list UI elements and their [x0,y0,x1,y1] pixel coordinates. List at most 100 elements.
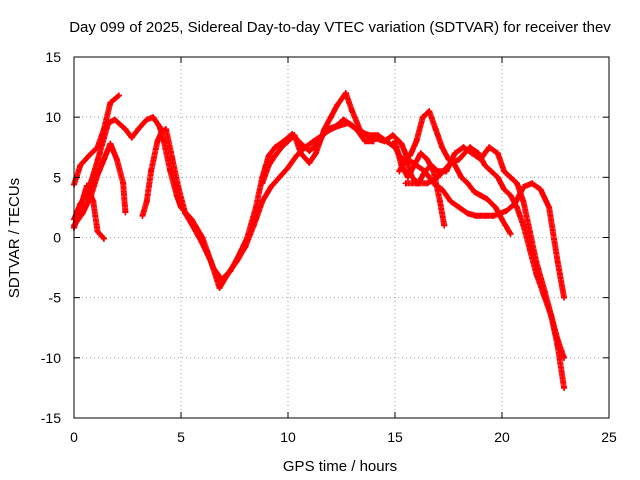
data-point [419,114,426,121]
x-tick-label: 5 [177,429,185,445]
data-point [207,258,214,265]
data-point [424,156,431,163]
data-point [499,216,505,223]
data-point [561,354,568,361]
y-tick-label: 15 [45,49,61,65]
data-point [122,126,129,133]
data-point [374,132,381,139]
data-point [242,244,249,251]
data-point [389,132,396,139]
data-point [392,138,398,145]
data-point [421,168,428,175]
data-point [445,162,452,169]
y-tick-label: -10 [41,350,61,366]
data-point [327,126,334,133]
data-point [413,180,420,187]
data-point [409,174,416,181]
data-point [94,171,101,178]
data-point [436,198,443,205]
data-point [259,198,266,205]
data-point [537,186,544,193]
data-point [302,144,309,151]
y-tick-label: 5 [53,169,61,185]
data-point [402,156,409,163]
data-point [276,174,283,181]
data-point [396,168,403,175]
data-point [554,336,561,343]
data-point [107,140,114,147]
data-point [272,152,279,159]
data-point [342,90,349,97]
data-point [554,258,561,265]
data-point [473,212,480,219]
data-point [406,152,413,159]
y-tick-label: 10 [45,109,61,125]
data-point [105,120,112,127]
data-point [100,235,107,242]
y-axis-label: SDTVAR / TECUs [6,178,23,298]
data-point [471,188,478,195]
data-point [370,138,377,145]
data-point [169,156,176,163]
data-point [111,116,118,123]
data-point [490,212,497,219]
data-point [278,144,285,151]
data-point [458,174,465,181]
data-point [199,240,206,247]
grid [74,57,609,418]
data-point [128,134,135,141]
data-point [428,162,435,169]
data-point [561,294,568,301]
data-point [154,138,161,145]
data-point [306,159,313,166]
data-point [175,186,182,193]
data-point [143,116,150,123]
data-point [413,138,420,145]
data-point [481,162,488,169]
y-tick-label: -5 [49,290,62,306]
data-point [143,198,150,205]
data-point [548,312,555,319]
x-tick-label: 10 [280,429,296,445]
x-axis-label: GPS time / hours [283,458,397,475]
data-point [513,180,520,187]
data-point [96,150,103,157]
data-point [150,114,157,121]
data-point [88,192,95,199]
data-point [285,138,291,145]
data-point [216,285,223,292]
x-tick-label: 15 [387,429,403,445]
data-point [139,212,146,219]
data-point [447,198,454,205]
data-point [312,150,319,157]
data-point [113,156,120,163]
data-point [513,204,520,211]
data-point [321,126,328,133]
data-point [357,128,364,135]
data-point [148,168,155,175]
data-point [432,126,439,133]
data-point [265,152,272,159]
data-point [115,92,122,99]
data-point [507,192,514,199]
y-tick-label: -15 [41,410,61,426]
data-point [272,144,279,151]
x-tick-label: 25 [601,429,617,445]
x-tick-label: 0 [70,429,78,445]
data-point [285,164,291,171]
series-sat-e [139,120,377,292]
data-point [83,182,90,189]
data-point [424,180,431,187]
data-point [259,180,266,187]
data-point [310,138,317,145]
data-point [411,162,418,169]
data-point [122,209,129,216]
data-point [383,138,390,145]
data-point [158,128,165,135]
data-point [225,270,232,277]
data-point [327,114,334,121]
data-point [77,162,84,169]
data-point [464,180,471,187]
